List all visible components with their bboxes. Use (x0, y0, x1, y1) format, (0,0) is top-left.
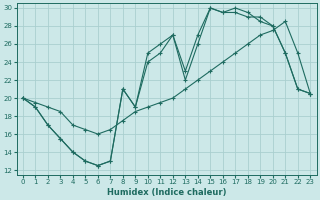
X-axis label: Humidex (Indice chaleur): Humidex (Indice chaleur) (107, 188, 226, 197)
